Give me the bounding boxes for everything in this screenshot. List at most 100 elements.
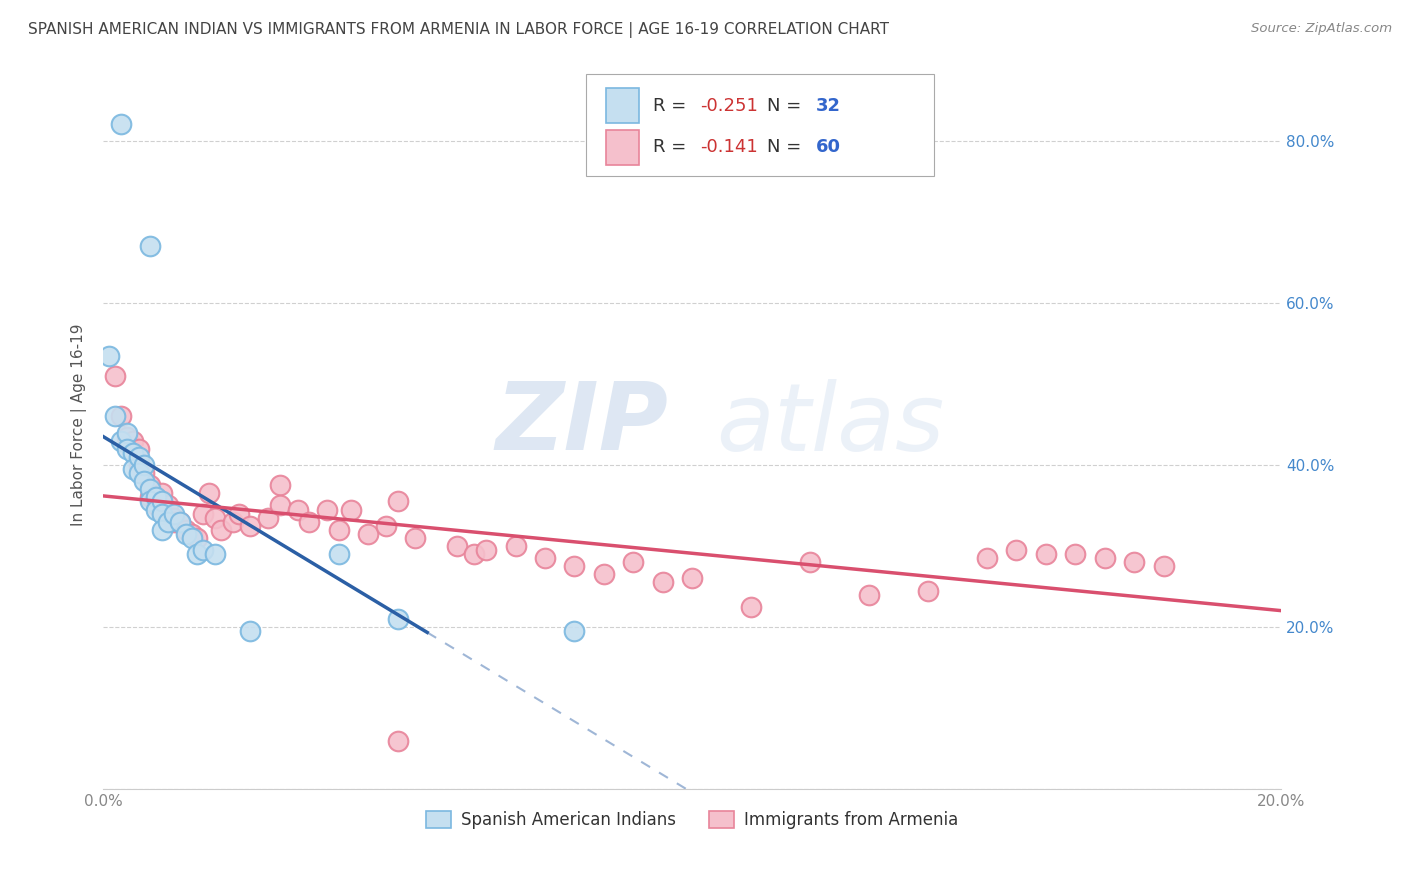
Legend: Spanish American Indians, Immigrants from Armenia: Spanish American Indians, Immigrants fro… xyxy=(419,804,966,836)
Point xyxy=(375,518,398,533)
Point xyxy=(505,539,527,553)
Point xyxy=(198,486,221,500)
Point xyxy=(917,583,939,598)
Point xyxy=(564,559,586,574)
Text: N =: N = xyxy=(766,96,807,114)
Text: 32: 32 xyxy=(815,96,841,114)
Point xyxy=(239,518,262,533)
Point xyxy=(139,239,162,253)
Point xyxy=(110,434,132,448)
Point xyxy=(150,502,173,516)
Point xyxy=(357,526,380,541)
Point xyxy=(110,409,132,424)
Point xyxy=(298,515,321,529)
Point xyxy=(134,474,156,488)
Point xyxy=(150,494,173,508)
Point xyxy=(239,624,262,639)
Point xyxy=(139,491,162,505)
Point xyxy=(1035,547,1057,561)
Point xyxy=(150,486,173,500)
Point xyxy=(1123,555,1146,569)
Point xyxy=(316,502,339,516)
Point xyxy=(328,523,350,537)
Point xyxy=(681,571,703,585)
Point xyxy=(1005,543,1028,558)
Point xyxy=(169,515,191,529)
Point xyxy=(186,531,208,545)
Point xyxy=(121,462,143,476)
Point xyxy=(186,547,208,561)
Point xyxy=(564,624,586,639)
Point xyxy=(156,499,179,513)
Point xyxy=(204,510,226,524)
FancyBboxPatch shape xyxy=(606,129,640,165)
Point xyxy=(156,515,179,529)
Point xyxy=(269,478,291,492)
Point xyxy=(287,502,309,516)
Text: SPANISH AMERICAN INDIAN VS IMMIGRANTS FROM ARMENIA IN LABOR FORCE | AGE 16-19 CO: SPANISH AMERICAN INDIAN VS IMMIGRANTS FR… xyxy=(28,22,889,38)
Point xyxy=(115,425,138,440)
Point xyxy=(98,349,121,363)
Point xyxy=(104,409,127,424)
Point xyxy=(463,547,485,561)
Point xyxy=(799,555,821,569)
Point xyxy=(204,547,226,561)
Point xyxy=(163,515,186,529)
Point xyxy=(193,543,215,558)
Text: -0.251: -0.251 xyxy=(700,96,758,114)
Text: atlas: atlas xyxy=(716,379,943,470)
Point xyxy=(339,502,361,516)
Point xyxy=(174,523,197,537)
Point xyxy=(163,510,186,524)
Point xyxy=(139,478,162,492)
Y-axis label: In Labor Force | Age 16-19: In Labor Force | Age 16-19 xyxy=(72,323,87,525)
Point xyxy=(387,733,409,747)
Point xyxy=(328,547,350,561)
Point xyxy=(115,442,138,456)
Point xyxy=(475,543,498,558)
Point xyxy=(121,434,143,448)
Point xyxy=(104,368,127,383)
Text: -0.141: -0.141 xyxy=(700,138,758,156)
Point xyxy=(139,483,162,497)
Text: R =: R = xyxy=(654,96,692,114)
Text: R =: R = xyxy=(654,138,692,156)
Point xyxy=(169,515,191,529)
Point xyxy=(145,502,167,516)
Point xyxy=(180,531,202,545)
Point xyxy=(651,575,673,590)
Point xyxy=(128,450,150,464)
Point xyxy=(150,507,173,521)
Point xyxy=(534,551,557,566)
Point xyxy=(174,526,197,541)
Point xyxy=(209,523,232,537)
Point xyxy=(139,494,162,508)
Point xyxy=(193,507,215,521)
Point xyxy=(180,526,202,541)
Point xyxy=(134,458,156,472)
Text: N =: N = xyxy=(766,138,807,156)
Point xyxy=(145,499,167,513)
Point xyxy=(593,567,616,582)
Point xyxy=(115,429,138,443)
Point xyxy=(128,442,150,456)
Point xyxy=(1153,559,1175,574)
FancyBboxPatch shape xyxy=(606,88,640,123)
Text: Source: ZipAtlas.com: Source: ZipAtlas.com xyxy=(1251,22,1392,36)
Point xyxy=(128,458,150,472)
Text: ZIP: ZIP xyxy=(496,378,669,470)
Point xyxy=(150,523,173,537)
Point xyxy=(128,466,150,480)
Point xyxy=(446,539,468,553)
Point xyxy=(1064,547,1087,561)
Point xyxy=(134,466,156,480)
Point xyxy=(387,494,409,508)
Text: 60: 60 xyxy=(815,138,841,156)
Point xyxy=(976,551,998,566)
Point xyxy=(228,507,250,521)
Point xyxy=(269,499,291,513)
Point xyxy=(404,531,426,545)
Point xyxy=(163,507,186,521)
Point xyxy=(145,491,167,505)
Point xyxy=(740,599,762,614)
